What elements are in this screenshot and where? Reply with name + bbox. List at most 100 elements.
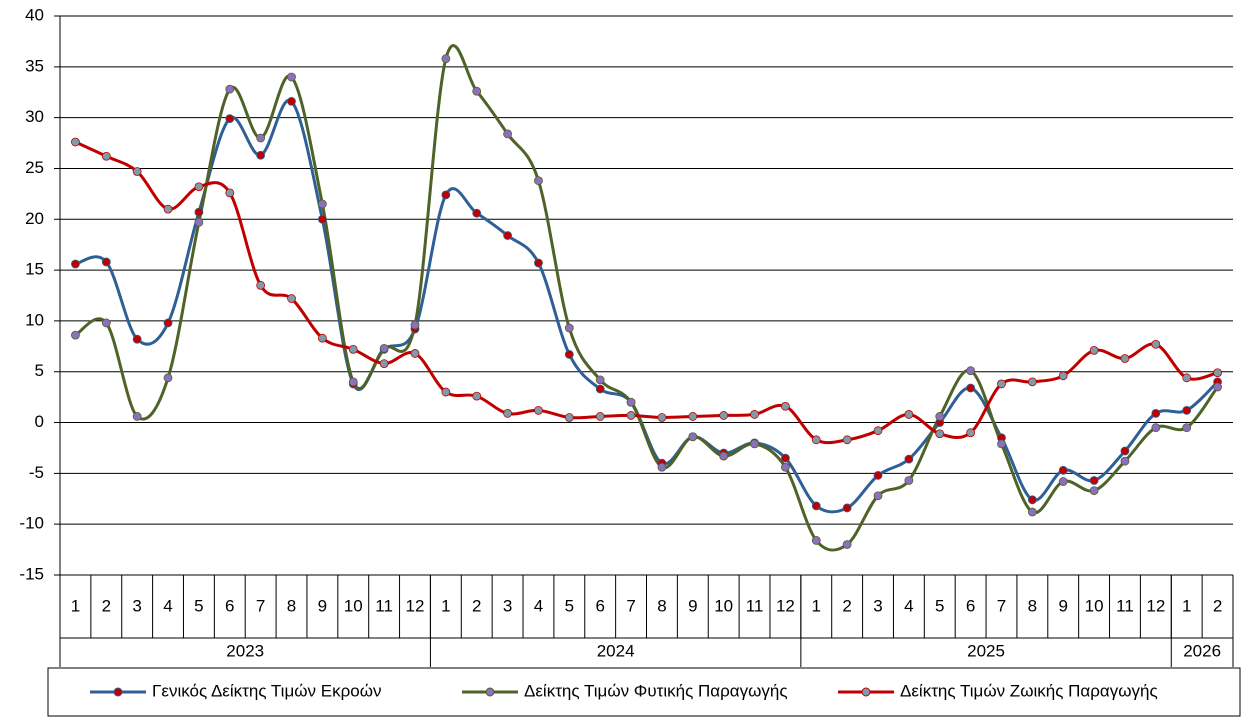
x-tick-label: 1 [1182,596,1191,615]
data-point [256,150,266,160]
data-point [472,86,482,96]
x-tick-label: 2 [102,596,111,615]
data-point [997,439,1006,449]
x-tick-label: 11 [375,596,393,615]
data-point [101,257,111,267]
data-point [904,454,914,464]
x-tick-label: 10 [1085,596,1104,615]
data-point [781,401,790,411]
data-point [1213,382,1222,392]
data-point [534,258,543,268]
data-point [688,412,698,421]
x-tick-label: 10 [714,596,733,615]
y-tick-label: 40 [25,5,44,24]
data-point [1058,371,1068,381]
data-point [194,182,204,192]
data-point [163,373,173,383]
x-tick-label: 6 [966,596,975,615]
data-point [997,379,1006,389]
data-point [750,439,759,449]
x-tick-label: 12 [776,596,795,615]
y-tick-label: 15 [25,260,44,279]
data-point [503,129,512,139]
y-tick-label: 5 [35,361,44,380]
x-tick-label: 6 [595,596,604,615]
legend-marker [485,687,495,697]
data-point [317,214,327,224]
y-tick-label: 20 [25,209,44,228]
y-tick-label: 10 [25,310,44,329]
data-point [657,413,667,422]
data-point [1151,423,1161,433]
data-point [719,411,729,420]
data-point [71,137,80,147]
data-point [811,501,821,511]
data-point [132,412,142,421]
data-point [1027,507,1037,517]
data-point [317,199,327,209]
x-tick-label: 8 [287,596,296,615]
y-tick-label: -15 [19,564,44,583]
x-tick-label: 1 [71,596,80,615]
x-tick-label: 5 [194,596,203,615]
legend-label: Δείκτης Τιμών Φυτικής Παραγωγής [524,681,788,700]
x-tick-label: 7 [626,596,635,615]
x-tick-label: 4 [534,596,543,615]
data-point [1182,423,1192,433]
x-tick-label: 4 [904,596,913,615]
data-point [1120,354,1130,363]
x-tick-label: 3 [503,596,512,615]
x-tick-label: 12 [406,596,425,615]
y-tick-label: 25 [25,158,44,177]
x-group-label: 2023 [226,641,264,660]
y-tick-label: -10 [19,514,44,533]
data-point [1120,456,1130,466]
data-point [194,207,204,217]
y-tick-label: 0 [35,412,44,431]
legend-marker [861,687,871,697]
data-point [410,320,420,330]
x-tick-label: 1 [441,596,450,615]
data-point [595,412,605,421]
data-point [595,384,605,394]
x-tick-label: 6 [225,596,234,615]
data-point [348,344,358,354]
data-point [842,503,852,513]
data-point [472,391,482,401]
data-point [811,536,821,545]
data-point [1089,476,1099,485]
data-point [1151,408,1161,418]
data-point [657,462,667,472]
y-tick-label: 35 [25,56,44,75]
data-point [873,426,883,436]
data-point [750,410,759,419]
y-tick-label: -5 [29,463,44,482]
data-point [503,231,512,240]
data-point [966,383,976,393]
data-point [317,333,327,343]
data-point [564,413,574,422]
series-line [74,44,1219,552]
data-point [348,377,358,387]
legend-label: Γενικός Δείκτης Τιμών Εκροών [152,681,382,700]
data-point [781,462,790,472]
data-point [101,151,111,161]
x-tick-label: 8 [657,596,666,615]
data-point [132,167,142,176]
data-point [935,412,945,421]
x-tick-label: 7 [997,596,1006,615]
x-group-label: 2025 [967,641,1005,660]
data-point [225,114,235,124]
data-point [564,350,574,359]
data-point [71,259,80,269]
x-tick-label: 9 [318,596,327,615]
data-point [595,375,605,385]
data-point [1213,368,1222,378]
data-point [503,408,512,418]
x-tick-label: 3 [873,596,882,615]
data-point [904,476,914,485]
data-point [163,318,173,328]
data-point [719,451,729,461]
x-tick-label: 2 [472,596,481,615]
